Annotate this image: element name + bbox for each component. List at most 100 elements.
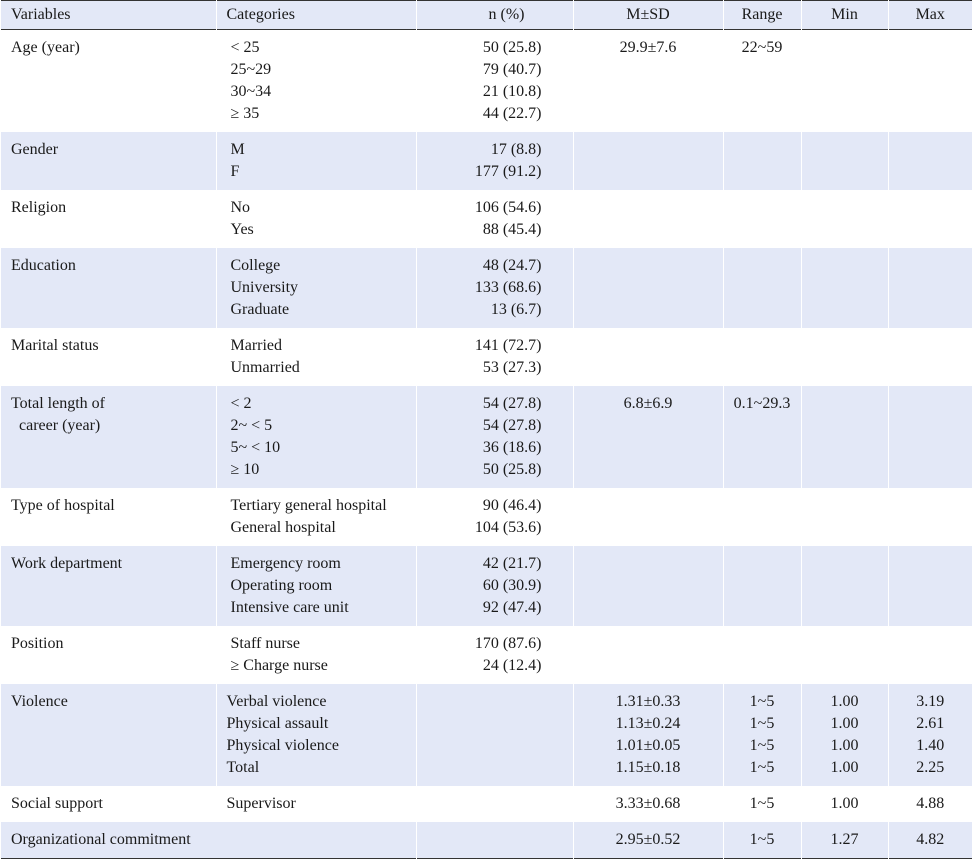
- category-text: Intensive care unit: [230, 599, 349, 616]
- msd-cell: [572, 488, 723, 546]
- n-percent-cell: 42 (21.7) 60 (30.9) 92 (47.4): [415, 546, 573, 626]
- n-percent-text: 54 (27.8): [482, 417, 542, 434]
- variable-text: career (year): [11, 417, 101, 434]
- max-text: 2.61: [916, 715, 945, 732]
- header-variables: Variables: [11, 6, 71, 23]
- n-percent-cell: 106 (54.6) 88 (45.4): [415, 190, 573, 248]
- n-percent-text: 90 (46.4): [482, 497, 542, 514]
- msd-cell: 1.31±0.33 1.13±0.24 1.01±0.05 1.15±0.18: [572, 684, 723, 786]
- variable-text: Violence: [11, 693, 68, 710]
- max-cell: [887, 488, 972, 546]
- max-cell: 4.88: [887, 786, 972, 822]
- msd-cell: [572, 328, 723, 386]
- category-text: No: [230, 199, 251, 216]
- max-text: 4.88: [916, 795, 945, 812]
- n-percent-text: 48 (24.7): [482, 257, 542, 274]
- min-cell: 1.00 1.00 1.00 1.00: [800, 684, 888, 786]
- category-text: Total: [226, 759, 260, 776]
- msd-text: 1.15±0.18: [615, 759, 681, 776]
- max-cell: [887, 190, 972, 248]
- category-text: M: [230, 141, 245, 158]
- category-text: F: [230, 163, 240, 180]
- variable-cell: Social support: [1, 786, 216, 822]
- n-percent-cell: 90 (46.4) 104 (53.6): [415, 488, 573, 546]
- category-text: University: [230, 279, 299, 296]
- min-text: 1.27: [830, 831, 859, 848]
- category-text: General hospital: [230, 519, 336, 536]
- table-row: Position Staff nurse ≥ Charge nurse 170 (87…: [1, 626, 972, 684]
- category-text: ≥ 10: [230, 461, 260, 478]
- msd-cell: [572, 132, 723, 190]
- variable-text: Religion: [11, 199, 67, 216]
- min-cell: [800, 29, 888, 132]
- n-percent-cell: 170 (87.6) 24 (12.4): [415, 626, 573, 684]
- category-text: ≥ Charge nurse: [230, 657, 328, 674]
- variable-cell: Position: [1, 626, 216, 684]
- max-cell: 3.19 2.61 1.40 2.25: [887, 684, 972, 786]
- variable-text: Age (year): [11, 39, 80, 56]
- max-cell: [887, 626, 972, 684]
- max-cell: 4.82: [887, 822, 972, 859]
- msd-cell: 2.95±0.52: [572, 822, 723, 859]
- header-msd: M±SD: [572, 0, 723, 30]
- table-row: Type of hospital Tertiary general hospita…: [1, 488, 972, 546]
- min-cell: [800, 386, 888, 488]
- max-cell: [887, 132, 972, 190]
- min-text: 1.00: [830, 759, 859, 776]
- range-cell: 1~5 1~5 1~5 1~5: [722, 684, 801, 786]
- max-cell: [887, 248, 972, 328]
- n-percent-cell: [415, 786, 573, 822]
- table-row: Age (year) < 25 25~29 30~34 ≥ 35 50 (25.8) 79 …: [1, 29, 972, 132]
- msd-cell: 6.8±6.9: [572, 386, 723, 488]
- range-cell: [722, 328, 801, 386]
- msd-cell: [572, 190, 723, 248]
- variable-text: Marital status: [11, 337, 99, 354]
- max-text: 1.40: [916, 737, 945, 754]
- category-text: Yes: [230, 221, 254, 238]
- range-text: 1~5: [749, 737, 775, 754]
- category-cell: Staff nurse ≥ Charge nurse: [215, 626, 416, 684]
- min-cell: [800, 190, 888, 248]
- max-text: 3.19: [916, 693, 945, 710]
- min-cell: [800, 328, 888, 386]
- n-percent-text: 177 (91.2): [474, 163, 542, 180]
- variable-cell: Total length of career (year): [1, 386, 216, 488]
- variable-text: Work department: [11, 555, 123, 572]
- n-percent-text: 50 (25.8): [482, 461, 542, 478]
- category-text: < 2: [230, 395, 252, 412]
- n-percent-cell: 50 (25.8) 79 (40.7) 21 (10.8) 44 (22.7): [415, 29, 573, 132]
- variable-text: Type of hospital: [11, 497, 115, 514]
- category-cell: No Yes: [215, 190, 416, 248]
- range-cell: 1~5: [722, 786, 801, 822]
- n-percent-text: 141 (72.7): [474, 337, 542, 354]
- category-text: Unmarried: [230, 359, 300, 376]
- n-percent-text: 88 (45.4): [482, 221, 542, 238]
- msd-text: 1.31±0.33: [615, 693, 681, 710]
- table-row: Violence Verbal violence Physical assault P…: [1, 684, 972, 786]
- variable-text: Social support: [11, 795, 103, 812]
- category-text: Married: [230, 337, 283, 354]
- n-percent-text: 133 (68.6): [474, 279, 542, 296]
- msd-cell: 29.9±7.6: [572, 29, 723, 132]
- category-cell: < 25 25~29 30~34 ≥ 35: [215, 29, 416, 132]
- n-percent-cell: [415, 822, 573, 859]
- category-text: Supervisor: [226, 795, 296, 812]
- msd-text: 1.13±0.24: [615, 715, 681, 732]
- n-percent-text: 36 (18.6): [482, 439, 542, 456]
- n-percent-text: 13 (6.7): [490, 301, 542, 318]
- category-text: < 25: [230, 39, 260, 56]
- max-text: 4.82: [916, 831, 945, 848]
- max-cell: [887, 328, 972, 386]
- category-text: 5~ < 10: [230, 439, 281, 456]
- table-row: Total length of career (year) < 2 2~ < 5 5~…: [1, 386, 972, 488]
- min-text: 1.00: [830, 795, 859, 812]
- range-cell: 0.1~29.3: [722, 386, 801, 488]
- category-text: Emergency room: [230, 555, 341, 572]
- variable-text: Education: [11, 257, 76, 274]
- category-text: Staff nurse: [230, 635, 300, 652]
- category-cell: Married Unmarried: [215, 328, 416, 386]
- category-text: Graduate: [230, 301, 290, 318]
- range-text: 1~5: [749, 715, 775, 732]
- min-cell: 1.00: [800, 786, 888, 822]
